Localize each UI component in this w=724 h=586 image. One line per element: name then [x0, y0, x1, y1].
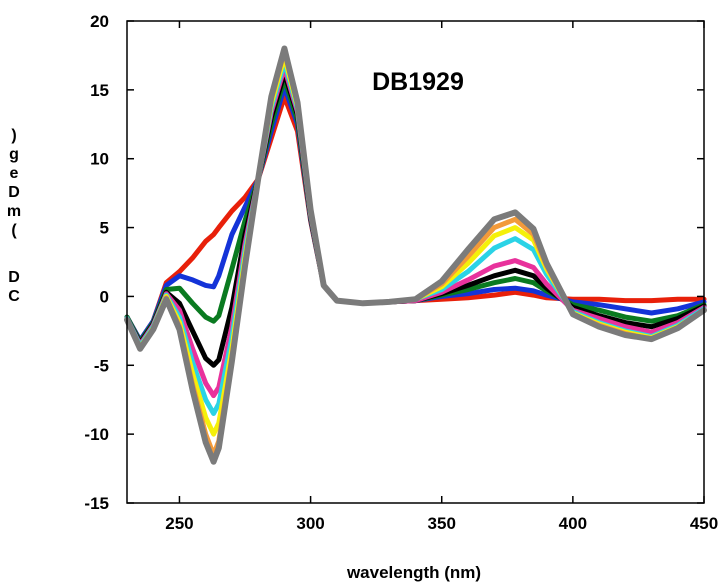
y-tick-label: -5 — [94, 356, 109, 375]
plot-frame — [126, 20, 705, 504]
y-tick-label: 10 — [90, 150, 109, 169]
x-tick-label: 350 — [428, 514, 456, 533]
y-axis-title-char: ( — [11, 222, 17, 239]
chart-annotation-db1929: DB1929 — [372, 68, 464, 96]
x-tick-label: 250 — [165, 514, 193, 533]
x-tick-label: 450 — [690, 514, 718, 533]
series-group — [124, 45, 707, 465]
y-tick-label: 20 — [90, 12, 109, 31]
y-axis-title-char: m — [7, 203, 21, 220]
y-tick-label: -10 — [84, 425, 109, 444]
y-tick-label: 5 — [100, 219, 109, 238]
series-line-9 — [124, 45, 707, 465]
y-axis-title-char: D — [8, 269, 20, 286]
y-axis-title-char: C — [8, 288, 20, 305]
x-tick-label: 400 — [559, 514, 587, 533]
y-tick-label: -15 — [84, 494, 109, 513]
x-axis-title: wavelength (nm) — [346, 563, 481, 582]
x-tick-label: 300 — [296, 514, 324, 533]
y-axis-title-char: g — [9, 146, 19, 163]
tick-group: 250 300 350 400 450 -15 -10 -5 0 5 10 15 20 — [84, 12, 718, 533]
y-tick-label: 15 — [90, 81, 109, 100]
y-tick-label: 0 — [100, 287, 109, 306]
y-axis-title-char: e — [10, 165, 19, 182]
y-axis-title-char: D — [8, 184, 20, 201]
y-axis-title-char: ) — [11, 127, 16, 144]
